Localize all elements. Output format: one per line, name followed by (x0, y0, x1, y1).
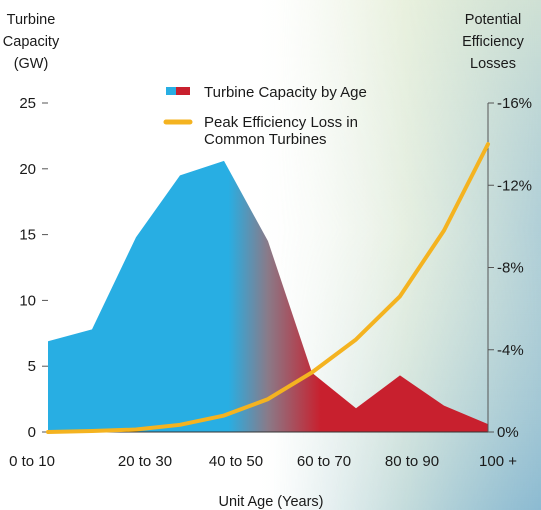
capacity-area-layer (48, 160, 488, 433)
x-tick-label: 100 + (479, 453, 517, 470)
right-tick-label: 0% (497, 424, 519, 441)
legend-label: Turbine Capacity by Age (204, 84, 367, 101)
left-axis-title: (GW) (14, 56, 49, 72)
x-axis-title: Unit Age (Years) (218, 494, 323, 510)
left-tick-label: 10 (19, 292, 36, 309)
right-tick-label: -12% (497, 177, 532, 194)
left-tick-label: 15 (19, 227, 36, 244)
right-axis-title: Efficiency (462, 34, 525, 50)
left-axis-title: Capacity (3, 34, 60, 50)
legend-swatch-old (176, 87, 190, 95)
right-tick-label: -16% (497, 95, 532, 112)
efficiency-line-layer (46, 142, 490, 434)
right-axis-title: Potential (465, 12, 521, 28)
x-tick-label: 20 to 30 (118, 453, 172, 470)
legend-label: Common Turbines (204, 131, 327, 148)
x-tick-label: 0 to 10 (9, 453, 55, 470)
legend: Turbine Capacity by Age Peak Efficiency L… (163, 84, 367, 148)
x-tick-label: 40 to 50 (209, 453, 263, 470)
labels-layer: 0 5 10 15 20 25 0% -4% -8% -12% -16% 0 to 10 20 to 3… (3, 12, 532, 510)
efficiency-loss-line (46, 142, 490, 434)
legend-swatch-young (166, 87, 176, 95)
left-tick-label: 20 (19, 161, 36, 178)
x-tick-label: 80 to 90 (385, 453, 439, 470)
left-tick-label: 25 (19, 95, 36, 112)
x-tick-label: 60 to 70 (297, 453, 351, 470)
right-tick-label: -8% (497, 260, 524, 277)
capacity-area-series (48, 160, 488, 433)
legend-label: Peak Efficiency Loss in (204, 114, 358, 131)
left-tick-label: 0 (28, 424, 36, 441)
right-axis-title: Losses (470, 56, 516, 72)
left-tick-label: 5 (28, 358, 36, 375)
right-tick-label: -4% (497, 342, 524, 359)
left-axis-title: Turbine (7, 12, 56, 28)
